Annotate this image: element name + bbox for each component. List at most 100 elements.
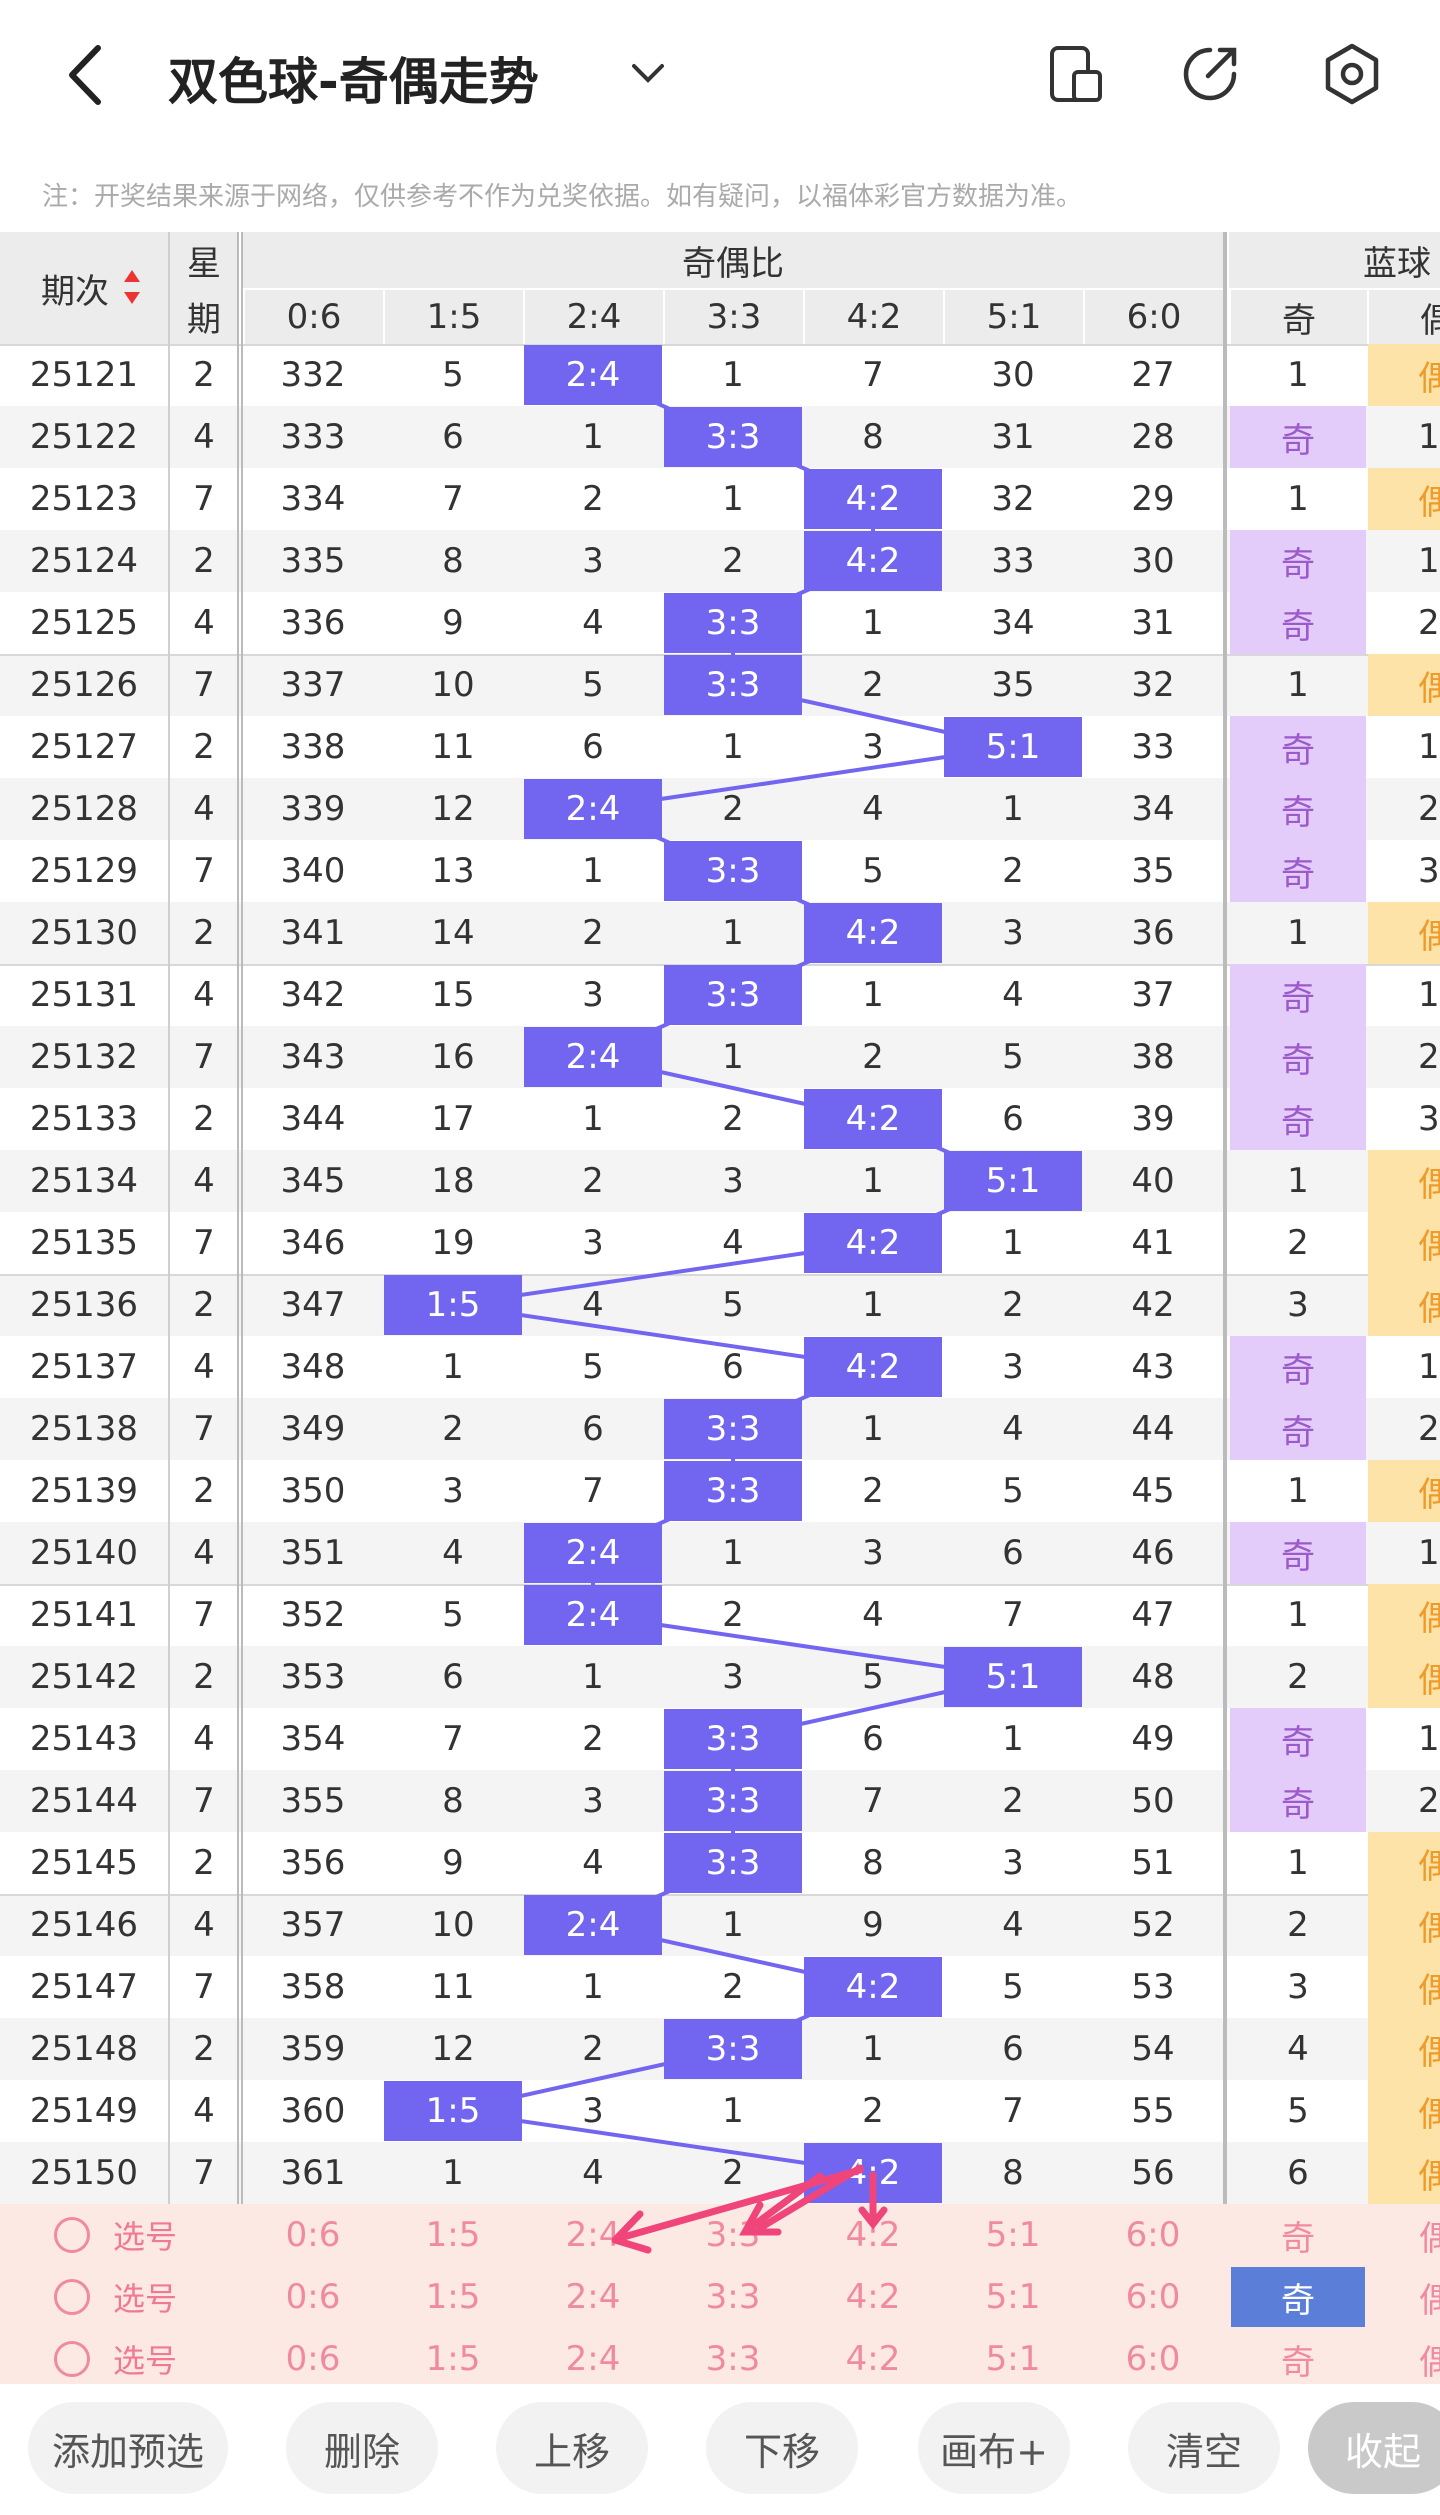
pick-option[interactable]: 2:4	[565, 2277, 621, 2317]
row-background	[0, 1088, 1440, 1150]
pick-option[interactable]: 1:5	[425, 2215, 481, 2255]
ratio-miss: 32	[1131, 665, 1175, 705]
pick-option[interactable]: 3:3	[705, 2277, 761, 2317]
pick-option[interactable]: 6:0	[1125, 2277, 1181, 2317]
ratio-miss: 2	[582, 913, 604, 953]
back-button[interactable]	[60, 40, 110, 110]
blue-hit: 奇	[1230, 964, 1366, 1026]
ratio-hit: 3:3	[664, 655, 802, 715]
pick-option[interactable]: 2:4	[565, 2339, 621, 2379]
blue-miss: 1	[1418, 1719, 1440, 1759]
blue-miss: 2	[1418, 1781, 1440, 1821]
ratio-hit: 1:5	[384, 2081, 522, 2141]
issue: 25147	[29, 1967, 139, 2007]
ratio-miss: 41	[1131, 1223, 1175, 1263]
page-title[interactable]: 双色球-奇偶走势	[168, 53, 539, 111]
blue-miss: 2	[1287, 1223, 1309, 1263]
ratio-miss: 1	[862, 975, 884, 1015]
pick-option[interactable]: 0:6	[285, 2215, 341, 2255]
ratio-header: 6:0	[1083, 288, 1223, 344]
weekday: 7	[193, 1223, 215, 1263]
action-button[interactable]: 上移	[496, 2402, 648, 2494]
pick-blue-option[interactable]: 奇	[1231, 2267, 1365, 2327]
ratio-miss: 32	[991, 479, 1035, 519]
pick-blue-option[interactable]: 偶	[1419, 2280, 1440, 2321]
action-button[interactable]: 收起	[1308, 2402, 1440, 2494]
ratio-miss: 3	[582, 2091, 604, 2131]
screen-icon[interactable]	[1046, 44, 1106, 104]
pick-blue-option[interactable]: 偶	[1419, 2342, 1440, 2383]
pick-option[interactable]: 3:3	[705, 2215, 761, 2255]
pick-option[interactable]: 6:0	[1125, 2215, 1181, 2255]
pick-option[interactable]: 5:1	[985, 2215, 1041, 2255]
share-icon[interactable]	[1180, 42, 1242, 104]
issue: 25145	[29, 1843, 139, 1883]
pick-radio[interactable]	[54, 2279, 90, 2315]
row-background	[0, 1150, 1440, 1212]
weekday: 7	[193, 665, 215, 705]
issue: 25121	[29, 355, 139, 395]
pick-option[interactable]: 2:4	[565, 2215, 621, 2255]
blue-miss: 3	[1287, 1967, 1309, 2007]
pick-option[interactable]: 5:1	[985, 2339, 1041, 2379]
weekday: 4	[193, 1347, 215, 1387]
issue-header[interactable]: 期次	[41, 271, 109, 312]
ratio-hit: 3:3	[664, 1833, 802, 1893]
pick-radio[interactable]	[54, 2217, 90, 2253]
ratio-header: 2:4	[523, 288, 663, 344]
ratio-miss: 1	[582, 1967, 604, 2007]
pick-option[interactable]: 1:5	[425, 2339, 481, 2379]
action-button[interactable]: 画布+	[918, 2402, 1070, 2494]
action-button[interactable]: 清空	[1128, 2402, 1280, 2494]
pick-option[interactable]: 4:2	[845, 2215, 901, 2255]
pick-option[interactable]: 1:5	[425, 2277, 481, 2317]
settings-icon[interactable]	[1320, 42, 1384, 106]
ratio-miss: 46	[1131, 1533, 1175, 1573]
pick-option[interactable]: 0:6	[285, 2339, 341, 2379]
pick-option[interactable]: 6:0	[1125, 2339, 1181, 2379]
ratio-hit: 3:3	[664, 965, 802, 1025]
ratio-miss: 3	[582, 975, 604, 1015]
ratio-miss: 5	[582, 1347, 604, 1387]
ratio-miss: 7	[1002, 2091, 1024, 2131]
action-button[interactable]: 下移	[706, 2402, 858, 2494]
ratio-miss: 6	[1002, 1533, 1024, 1573]
pick-option[interactable]: 4:2	[845, 2339, 901, 2379]
ratio-miss: 356	[280, 1843, 346, 1883]
weekday: 7	[193, 1409, 215, 1449]
row-background	[0, 1956, 1440, 2018]
ratio-miss: 1	[722, 2091, 744, 2131]
issue: 25122	[29, 417, 139, 457]
pick-option[interactable]: 5:1	[985, 2277, 1041, 2317]
ratio-miss: 1	[722, 479, 744, 519]
ratio-miss: 37	[1131, 975, 1175, 1015]
pick-blue-option[interactable]: 奇	[1281, 2218, 1315, 2259]
action-button[interactable]: 添加预选	[28, 2402, 228, 2494]
pick-option[interactable]: 4:2	[845, 2277, 901, 2317]
trend-line	[452, 2109, 874, 2175]
ratio-miss: 8	[862, 1843, 884, 1883]
pick-option[interactable]: 0:6	[285, 2277, 341, 2317]
pick-blue-option[interactable]: 奇	[1281, 2342, 1315, 2383]
ratio-miss: 2	[582, 2029, 604, 2069]
sort-icon[interactable]	[122, 268, 142, 308]
ratio-hit: 3:3	[664, 1771, 802, 1831]
ratio-miss: 3	[582, 1223, 604, 1263]
row-background	[0, 1274, 1440, 1336]
ratio-miss: 2	[1002, 851, 1024, 891]
ratio-header: 4:2	[803, 288, 943, 344]
blue-miss: 3	[1418, 1099, 1440, 1139]
ratio-miss: 335	[280, 541, 346, 581]
ratio-miss: 3	[722, 1161, 744, 1201]
pick-radio[interactable]	[54, 2341, 90, 2377]
ratio-miss: 1	[722, 1037, 744, 1077]
ratio-miss: 2	[442, 1409, 464, 1449]
ratio-miss: 339	[280, 789, 346, 829]
pick-blue-option[interactable]: 偶	[1419, 2218, 1440, 2259]
blue-hit: 偶	[1368, 468, 1440, 530]
title-dropdown[interactable]	[628, 60, 668, 86]
ratio-miss: 7	[1002, 1595, 1024, 1635]
blue-hit: 偶	[1368, 344, 1440, 406]
action-button[interactable]: 删除	[286, 2402, 438, 2494]
pick-option[interactable]: 3:3	[705, 2339, 761, 2379]
